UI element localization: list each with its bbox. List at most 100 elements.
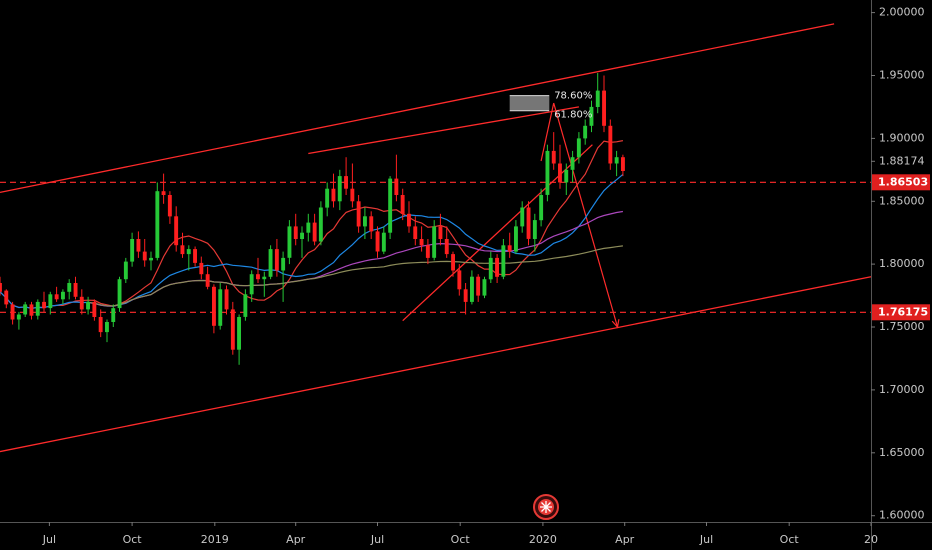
candle — [117, 276, 122, 312]
candle — [249, 270, 254, 302]
y-tick-label: 1.70000 — [879, 383, 925, 396]
candle — [10, 301, 15, 325]
channel-lower-line — [0, 276, 872, 453]
candle — [256, 257, 260, 283]
price-level-labels: 1.88174 1.86503 1.76175 — [871, 154, 930, 321]
candle — [394, 154, 399, 202]
candle — [23, 301, 28, 317]
candle — [186, 245, 191, 271]
candle — [331, 173, 336, 208]
price-level-label: 1.88174 — [871, 154, 925, 167]
candle — [589, 100, 594, 133]
candle — [79, 289, 84, 315]
moving-average-layer — [0, 140, 624, 310]
candle — [457, 264, 462, 296]
candle — [608, 119, 613, 170]
y-tick-label: 1.80000 — [879, 257, 925, 270]
candle — [287, 220, 292, 265]
candle — [344, 157, 348, 195]
candle — [224, 285, 229, 315]
candle — [325, 182, 330, 217]
candle — [413, 216, 418, 246]
x-tick-label: Oct — [780, 533, 800, 546]
fib-zone: 78.60% 61.80% — [509, 91, 592, 121]
candle — [262, 271, 267, 297]
y-tick-label: 1.85000 — [879, 194, 925, 207]
moving-average-line — [0, 140, 624, 310]
candle — [0, 276, 2, 296]
candle — [621, 154, 625, 177]
candle — [230, 301, 235, 355]
candle — [419, 226, 424, 252]
candle — [167, 191, 172, 224]
candle — [514, 220, 518, 255]
candle — [243, 289, 248, 321]
candle — [381, 226, 386, 255]
y-tick-label: 1.65000 — [879, 446, 925, 459]
x-axis: Jul Oct 2019 Apr Jul Oct 2020 Apr Jul Oct 20 — [0, 522, 932, 546]
candle — [180, 232, 185, 258]
candle — [161, 173, 166, 204]
candle — [488, 251, 493, 283]
candle — [123, 257, 128, 283]
x-tick-label: Oct — [451, 533, 471, 546]
x-tick-label: 2019 — [201, 533, 229, 546]
candle — [293, 213, 298, 246]
y-axis: 2.00000 1.95000 1.90000 1.85000 1.80000 1.750… — [871, 0, 925, 550]
candle — [470, 270, 474, 305]
candle — [193, 246, 197, 267]
candle — [501, 239, 506, 280]
candle — [520, 201, 525, 233]
candle — [136, 231, 141, 258]
candle — [576, 132, 581, 164]
candle — [4, 289, 9, 309]
candles-layer — [0, 73, 625, 365]
candle — [350, 163, 355, 208]
candle — [526, 201, 531, 246]
candle — [54, 286, 59, 302]
projection-arrowhead — [611, 319, 620, 329]
candle — [444, 226, 449, 258]
candle — [312, 213, 317, 246]
moving-average-line — [88, 245, 623, 307]
candle — [142, 239, 147, 267]
candle — [67, 279, 72, 300]
x-tick-label: Jul — [370, 533, 384, 546]
candle — [602, 75, 606, 133]
candle — [539, 188, 544, 227]
candle — [212, 284, 216, 334]
candle — [476, 274, 481, 302]
candle — [281, 251, 286, 302]
candle — [29, 301, 34, 320]
candle — [400, 188, 405, 221]
y-tick-label: 1.60000 — [879, 509, 925, 522]
price-level-label: 1.86503 — [872, 174, 930, 191]
candle — [111, 304, 116, 327]
channel-middle-line — [308, 106, 580, 155]
candle — [482, 276, 487, 299]
candle — [564, 163, 569, 195]
channel-upper-line — [0, 23, 835, 194]
svg-text:1.86503: 1.86503 — [878, 175, 928, 188]
candle — [130, 232, 135, 267]
candle — [337, 169, 342, 211]
candle — [375, 226, 380, 258]
candle — [451, 251, 455, 277]
candle — [205, 266, 210, 290]
x-tick-label: Jul — [699, 533, 713, 546]
y-tick-label: 2.00000 — [879, 6, 925, 19]
candle — [155, 182, 160, 261]
event-flag-icon[interactable] — [533, 494, 559, 520]
candle — [570, 150, 575, 183]
candle — [199, 256, 204, 280]
candle — [149, 251, 153, 271]
fib-zone-box — [509, 95, 550, 111]
candle — [356, 195, 361, 233]
candle — [105, 319, 109, 343]
candle — [507, 232, 512, 258]
drawing-layer — [0, 23, 872, 453]
candle — [268, 245, 273, 280]
y-tick-label: 1.90000 — [879, 131, 925, 144]
